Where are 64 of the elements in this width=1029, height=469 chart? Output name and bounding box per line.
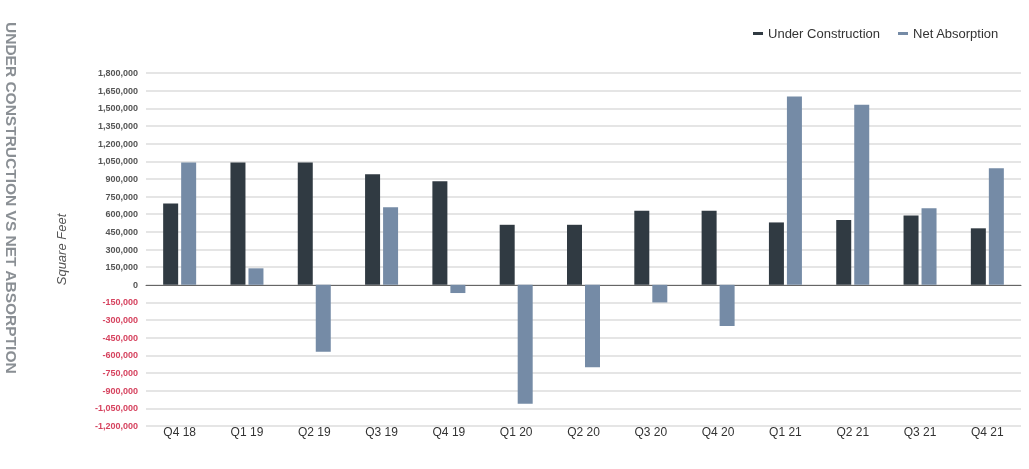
y-tick-label: 1,200,000 <box>97 138 138 149</box>
y-tick-label: 1,350,000 <box>97 120 138 131</box>
bar <box>854 104 870 285</box>
x-tick-label: Q1 19 <box>230 425 264 439</box>
x-tick-label: Q2 21 <box>836 425 870 439</box>
bar <box>450 284 466 294</box>
x-tick-label: Q3 19 <box>365 425 399 439</box>
x-tick-label: Q2 19 <box>297 425 331 439</box>
bar <box>567 224 582 285</box>
bar <box>970 228 986 285</box>
legend-label: Net Absorption <box>913 26 999 41</box>
y-tick-label: 0 <box>132 279 138 290</box>
bar <box>988 168 1004 285</box>
x-tick-label: Q4 19 <box>432 425 466 439</box>
bar <box>634 210 650 285</box>
bar <box>315 284 331 352</box>
y-tick-label: 600,000 <box>105 209 138 220</box>
x-tick-label: Q4 21 <box>970 425 1005 439</box>
y-tick-label: -1,050,000 <box>94 403 138 414</box>
bar <box>383 207 399 285</box>
bar <box>181 162 197 285</box>
bar <box>585 284 600 368</box>
y-axis-title: Square Feet <box>54 212 69 286</box>
bar <box>297 162 313 285</box>
bar <box>903 215 919 285</box>
bar <box>432 181 448 285</box>
x-tick-label: Q3 20 <box>634 425 668 439</box>
y-tick-label: -150,000 <box>102 297 138 308</box>
y-tick-label: 1,650,000 <box>97 85 138 96</box>
y-tick-label: 900,000 <box>105 173 138 184</box>
bar <box>365 174 381 285</box>
bar <box>230 162 246 285</box>
bar <box>652 284 668 303</box>
y-tick-label: 300,000 <box>105 244 138 255</box>
y-tick-label: -600,000 <box>102 350 138 361</box>
bar <box>719 284 735 326</box>
bar <box>768 222 784 285</box>
bar <box>701 210 717 285</box>
x-tick-label: Q4 18 <box>163 425 197 439</box>
bar <box>921 208 937 285</box>
bar <box>248 268 264 285</box>
x-tick-label: Q1 20 <box>499 425 533 439</box>
bar <box>786 96 802 285</box>
y-tick-label: -900,000 <box>102 385 138 396</box>
y-tick-label: 750,000 <box>105 191 138 202</box>
bar <box>517 284 533 404</box>
x-tick-label: Q2 20 <box>567 425 601 439</box>
legend-label: Under Construction <box>768 26 881 41</box>
y-tick-label: 150,000 <box>105 262 138 273</box>
bar <box>163 203 179 285</box>
y-tick-label: 1,050,000 <box>97 156 138 167</box>
text: UNDER CONSTRUCTION VS NET ABSORPTION <box>2 22 20 376</box>
y-tick-label: 1,500,000 <box>97 103 138 114</box>
x-tick-label: Q3 21 <box>903 425 937 439</box>
y-tick-label: 1,800,000 <box>97 68 138 78</box>
y-tick-label: 450,000 <box>105 226 138 237</box>
x-tick-label: Q4 20 <box>701 425 735 439</box>
x-tick-label: Q1 21 <box>769 425 803 439</box>
y-tick-label: -1,200,000 <box>94 421 138 431</box>
y-tick-label: -750,000 <box>102 368 138 379</box>
bar <box>836 220 852 285</box>
y-tick-label: -300,000 <box>102 315 138 326</box>
y-tick-label: -450,000 <box>102 332 138 343</box>
bar <box>499 224 515 285</box>
